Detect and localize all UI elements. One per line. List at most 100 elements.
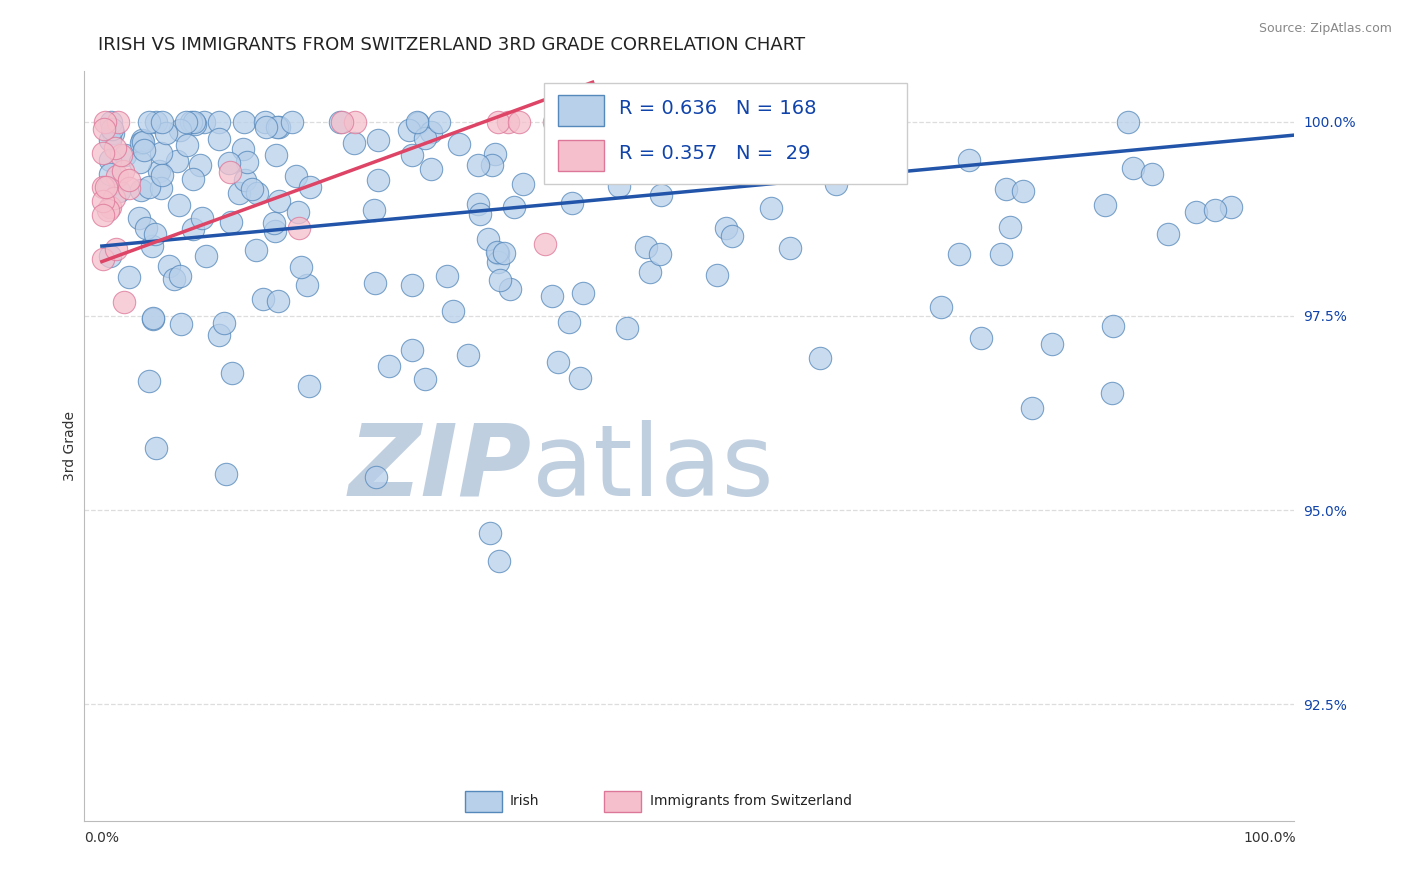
Point bbox=[150, 115, 173, 129]
Point bbox=[129, 183, 152, 197]
Point bbox=[107, 115, 129, 129]
Point bbox=[103, 191, 125, 205]
Point bbox=[363, 202, 385, 217]
Point bbox=[188, 158, 211, 172]
Point bbox=[568, 371, 591, 385]
Point bbox=[643, 133, 665, 147]
Point bbox=[994, 182, 1017, 196]
Point bbox=[488, 273, 510, 287]
Point bbox=[110, 148, 132, 162]
Point bbox=[714, 220, 737, 235]
Point bbox=[169, 268, 191, 283]
Point bbox=[105, 242, 128, 256]
Point bbox=[1185, 204, 1208, 219]
Point bbox=[481, 158, 503, 172]
Point bbox=[166, 154, 188, 169]
Point bbox=[648, 246, 671, 260]
Text: atlas: atlas bbox=[531, 420, 773, 517]
Point bbox=[329, 115, 352, 129]
Point bbox=[91, 194, 114, 209]
Point bbox=[790, 161, 813, 175]
Point bbox=[398, 123, 420, 137]
Point bbox=[401, 148, 423, 162]
Point bbox=[1219, 200, 1241, 214]
Point bbox=[547, 355, 569, 369]
Point bbox=[1116, 115, 1139, 129]
Point bbox=[447, 136, 470, 151]
FancyBboxPatch shape bbox=[558, 95, 605, 126]
Point bbox=[484, 147, 506, 161]
Point bbox=[415, 371, 437, 385]
Point bbox=[287, 221, 309, 235]
Point bbox=[114, 148, 136, 162]
Point bbox=[94, 179, 117, 194]
Point bbox=[477, 232, 499, 246]
FancyBboxPatch shape bbox=[465, 790, 502, 812]
Point bbox=[232, 142, 254, 156]
Point bbox=[98, 249, 121, 263]
Point bbox=[181, 172, 204, 186]
Point bbox=[706, 268, 728, 282]
Point bbox=[105, 169, 128, 184]
Point bbox=[658, 115, 681, 129]
Point bbox=[366, 470, 388, 484]
Point bbox=[183, 117, 205, 131]
Point bbox=[176, 138, 198, 153]
Point bbox=[263, 216, 285, 230]
Point bbox=[193, 115, 215, 129]
Point bbox=[543, 115, 565, 129]
Point bbox=[825, 177, 848, 191]
Point bbox=[970, 331, 993, 345]
Point bbox=[485, 245, 508, 260]
Point bbox=[181, 222, 204, 236]
Point bbox=[101, 126, 124, 140]
Point bbox=[93, 115, 115, 129]
Point bbox=[132, 143, 155, 157]
Point bbox=[413, 130, 436, 145]
Point bbox=[401, 343, 423, 357]
Point bbox=[287, 204, 309, 219]
Point bbox=[149, 180, 172, 194]
Point bbox=[228, 186, 250, 200]
Point bbox=[1204, 202, 1226, 217]
Point bbox=[1011, 184, 1033, 198]
Point bbox=[479, 526, 502, 541]
Point bbox=[208, 132, 231, 146]
Point bbox=[142, 312, 165, 326]
Point bbox=[281, 115, 304, 129]
Point bbox=[364, 276, 387, 290]
Point bbox=[98, 133, 121, 147]
Point bbox=[208, 115, 231, 129]
Point bbox=[1157, 227, 1180, 242]
Point bbox=[467, 196, 489, 211]
Point bbox=[208, 328, 231, 343]
Point bbox=[138, 179, 160, 194]
Point bbox=[808, 351, 831, 366]
Point bbox=[931, 301, 953, 315]
Point bbox=[245, 243, 267, 257]
Point bbox=[645, 120, 668, 135]
Point bbox=[129, 155, 152, 169]
Point bbox=[759, 201, 782, 215]
Point bbox=[420, 161, 443, 176]
Point bbox=[91, 146, 114, 161]
Point bbox=[427, 115, 450, 129]
Point bbox=[267, 194, 290, 208]
Point bbox=[634, 240, 657, 254]
Point bbox=[405, 115, 427, 129]
Point bbox=[246, 186, 269, 200]
Point bbox=[486, 254, 509, 268]
Point bbox=[138, 374, 160, 388]
Point bbox=[148, 163, 170, 178]
Point bbox=[488, 554, 510, 568]
Point bbox=[96, 179, 118, 194]
Point bbox=[108, 184, 131, 198]
Point bbox=[132, 135, 155, 149]
Point bbox=[1122, 161, 1144, 176]
Point bbox=[221, 366, 243, 380]
Point bbox=[218, 156, 240, 170]
Text: ZIP: ZIP bbox=[349, 420, 531, 517]
Point bbox=[235, 155, 257, 169]
Point bbox=[990, 247, 1012, 261]
Point bbox=[150, 168, 173, 182]
